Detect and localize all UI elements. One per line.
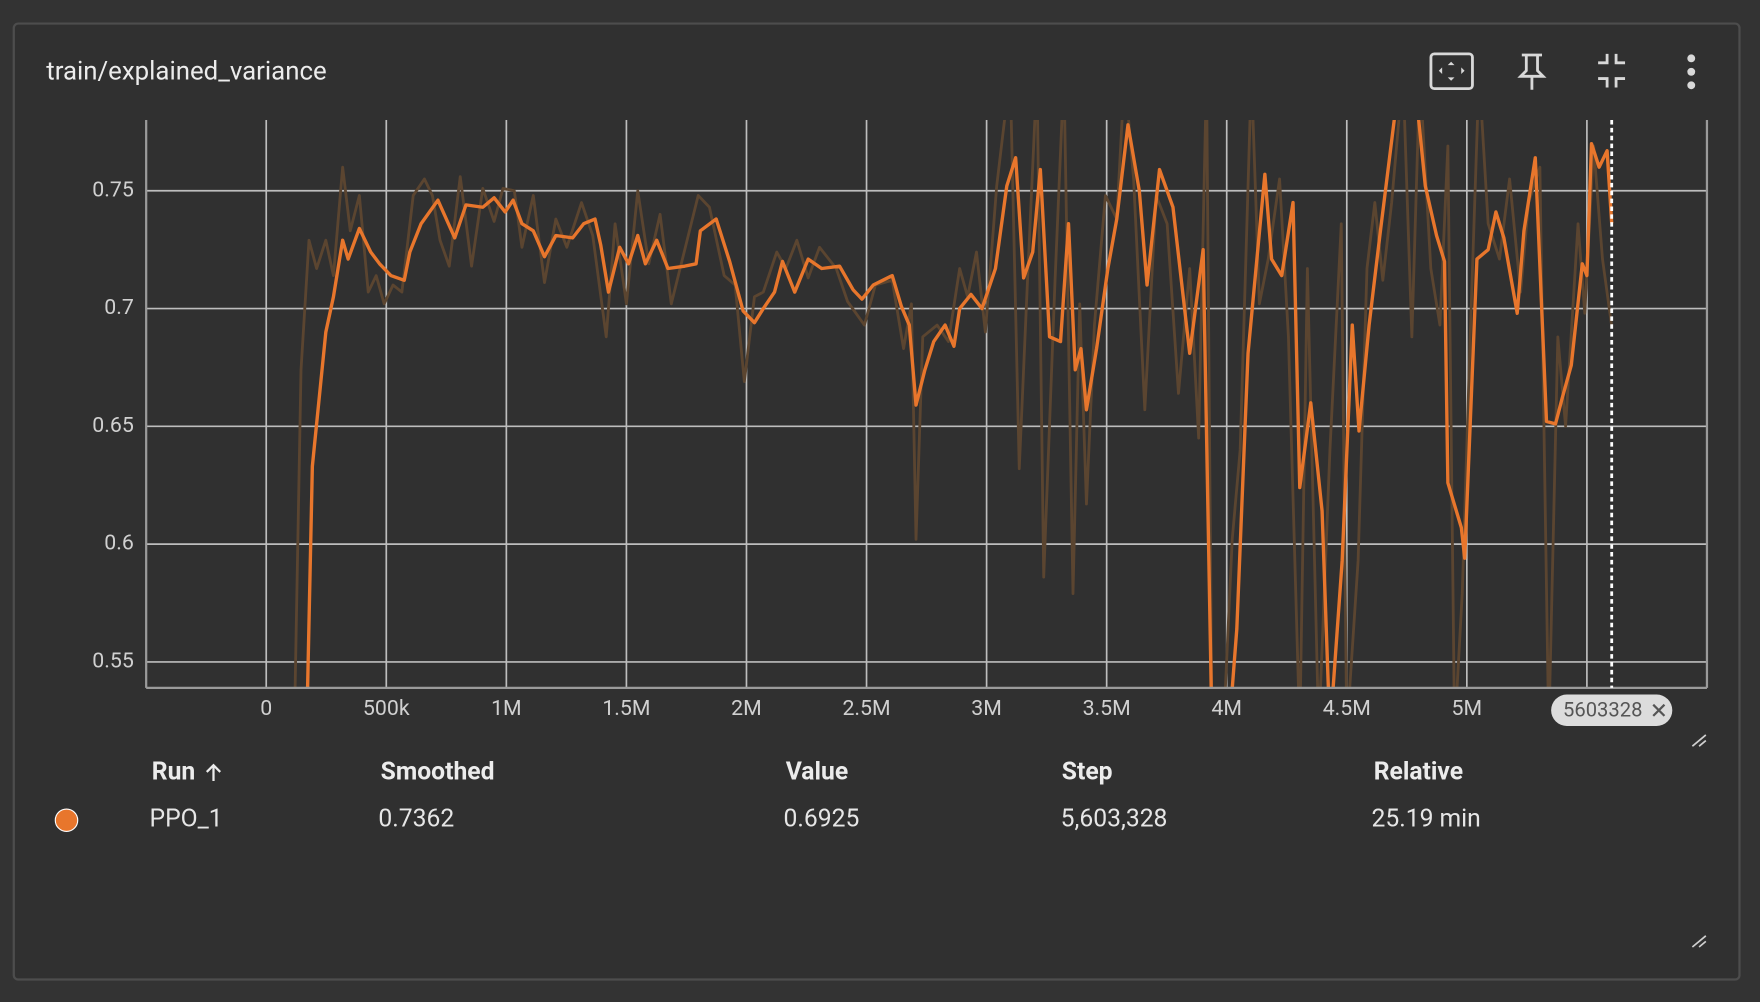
x-tick-label: 2.5M: [842, 696, 890, 721]
y-tick-label: 0.65: [92, 413, 134, 438]
table-cell: 25.19 min: [1371, 805, 1480, 834]
x-tick-label: 1.5M: [602, 696, 650, 721]
x-tick-label: 5M: [1452, 696, 1483, 721]
y-tick-label: 0.55: [92, 649, 134, 674]
card: [12, 22, 1741, 981]
run-table: Run Smoothed Value Step Relative PPO_1 0.7362 0…: [54, 758, 1481, 834]
y-tick-label: 0.75: [92, 177, 134, 202]
table-cell: PPO_1: [150, 805, 223, 834]
column-header[interactable]: Relative: [1374, 758, 1463, 787]
more-button[interactable]: [1687, 54, 1696, 90]
column-header[interactable]: Smoothed: [381, 758, 495, 787]
toolbar: [1429, 52, 1696, 91]
step-cursor: 5603328: [1551, 120, 1673, 726]
column-header[interactable]: Value: [786, 758, 848, 787]
x-tick-label: 3.5M: [1083, 696, 1131, 721]
raw-line: [293, 120, 1614, 688]
fit-domain-button[interactable]: [1429, 52, 1474, 91]
smoothed-line: [305, 120, 1614, 688]
resize-handle[interactable]: [1691, 935, 1707, 948]
plot-lines: [293, 120, 1614, 688]
table-cell: 5,603,328: [1061, 805, 1168, 834]
x-tick-label: 3M: [971, 696, 1002, 721]
pin-button[interactable]: [1517, 53, 1547, 90]
cursor-label: 5603328: [1563, 698, 1642, 722]
x-tick-label: 500k: [363, 696, 410, 721]
column-header[interactable]: Run: [152, 758, 195, 787]
resize-handle[interactable]: [1691, 734, 1707, 747]
x-tick-label: 0: [260, 696, 272, 721]
x-tick-label: 1M: [491, 696, 522, 721]
card-title: train/explained_variance: [46, 57, 326, 87]
x-tick-label: 4M: [1211, 696, 1242, 721]
column-header[interactable]: Step: [1062, 758, 1113, 787]
table-cell: 0.7362: [378, 805, 454, 834]
x-tick-label: 2M: [731, 696, 762, 721]
y-tick-label: 0.7: [104, 295, 134, 320]
x-tick-label: 4.5M: [1323, 696, 1371, 721]
sort-arrow: [205, 763, 222, 781]
collapse-button[interactable]: [1598, 53, 1626, 88]
cursor-close[interactable]: [1652, 703, 1666, 717]
y-tick-label: 0.6: [104, 531, 134, 556]
cursor-badge[interactable]: [1551, 694, 1673, 726]
run-color-dot: [54, 808, 79, 833]
table-cell: 0.6925: [784, 805, 860, 834]
